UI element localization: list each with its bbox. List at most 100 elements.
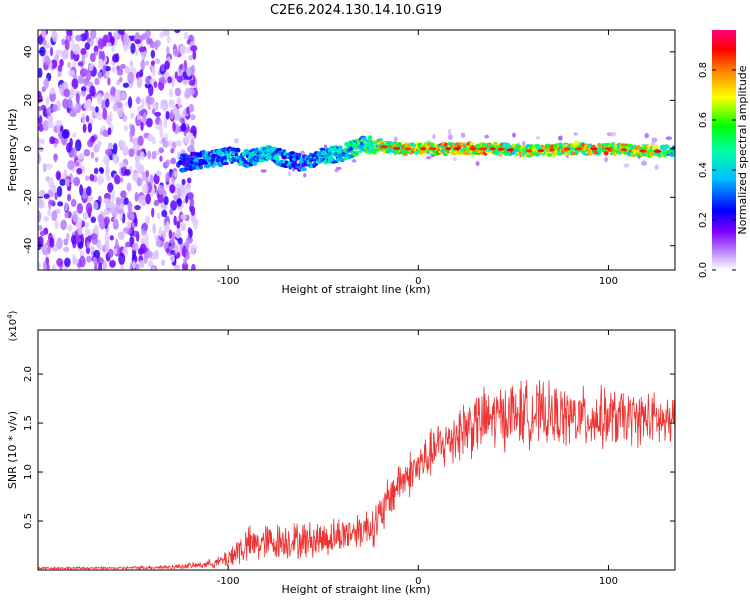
noise-blob [160, 63, 165, 72]
noise-blob [86, 255, 92, 263]
noise-blob [96, 92, 103, 105]
noise-blob [66, 61, 72, 69]
noise-blob [39, 230, 45, 237]
noise-blob [77, 153, 85, 160]
noise-blob [89, 52, 96, 63]
noise-blob [94, 156, 99, 163]
noise-blob [97, 175, 105, 185]
noise-blob [161, 209, 168, 218]
noise-blob [79, 255, 86, 268]
noise-blob [71, 39, 75, 52]
noise-blob [116, 102, 123, 108]
snr-x-ticks: -100 0 100 [217, 330, 618, 587]
noise-blob [159, 155, 163, 162]
ridge-blob [360, 141, 364, 146]
noise-blob [107, 248, 114, 258]
noise-blob [75, 92, 80, 104]
scatter-blob [654, 164, 659, 170]
noise-blob [63, 168, 68, 178]
scatter-blob [641, 160, 648, 166]
noise-blob [158, 226, 163, 238]
colorbar [712, 30, 736, 270]
ridge-peak [392, 146, 401, 151]
noise-blob [63, 88, 70, 98]
noise-blob [138, 46, 146, 53]
noise-blob [64, 211, 69, 219]
noise-blob [184, 135, 190, 144]
noise-blob [123, 33, 130, 46]
scatter-blob [432, 134, 436, 140]
scatter-blob [452, 157, 457, 162]
noise-blob [62, 98, 69, 109]
noise-blob [60, 219, 68, 231]
noise-blob [142, 222, 149, 231]
scatter-blob [234, 138, 239, 144]
noise-blob [96, 257, 104, 266]
noise-blob [119, 76, 123, 83]
noise-blob [94, 262, 98, 270]
noise-blob [76, 168, 83, 175]
noise-blob [80, 48, 87, 56]
ridge-blob [217, 152, 224, 157]
y-tick-label: -20 [23, 189, 34, 205]
noise-blob [67, 69, 76, 78]
noise-blob [47, 119, 54, 129]
noise-blob [179, 44, 187, 56]
noise-blob [85, 70, 92, 81]
noise-blob [43, 216, 50, 222]
ridge-blob [603, 150, 609, 156]
noise-blob [42, 261, 47, 270]
noise-blob [105, 98, 110, 108]
noise-blob [73, 176, 81, 187]
noise-blob [117, 105, 124, 118]
figure-title: C2E6.2024.130.14.10.G19 [270, 3, 442, 18]
noise-blob [154, 234, 159, 241]
noise-blob [67, 224, 73, 232]
noise-blob [163, 117, 168, 129]
noise-blob [110, 216, 115, 223]
ridge-blob [234, 147, 241, 153]
scatter-blob [573, 132, 578, 136]
noise-blob [153, 199, 160, 207]
noise-blob [86, 240, 90, 249]
noise-blob [130, 42, 136, 54]
noise-blob [38, 152, 41, 164]
noise-blob [171, 75, 175, 88]
noise-blob [76, 217, 83, 228]
noise-blob [134, 217, 138, 227]
noise-blob [109, 259, 116, 268]
noise-blob [98, 262, 103, 270]
noise-blob [55, 49, 63, 56]
noise-blob [80, 86, 87, 92]
noise-blob [106, 202, 112, 209]
noise-blob [101, 50, 105, 62]
noise-blob [38, 110, 41, 118]
noise-blob [107, 77, 111, 86]
noise-blob [109, 36, 115, 44]
ridge-peak [497, 147, 505, 151]
ridge-peak [469, 147, 477, 151]
noise-blob [127, 201, 133, 213]
ridge-blob [671, 151, 675, 155]
noise-blob [186, 145, 194, 153]
noise-blob [55, 170, 62, 181]
noise-blob [153, 250, 159, 260]
scatter-blob [521, 141, 526, 147]
noise-blob [66, 232, 70, 241]
noise-blob [61, 129, 69, 139]
noise-blob [162, 30, 170, 37]
ridge-blob [635, 145, 641, 151]
ridge-blob [414, 151, 420, 155]
noise-blob [152, 136, 156, 145]
noise-blob [122, 82, 130, 88]
noise-blob [46, 264, 50, 270]
noise-blob [112, 54, 119, 63]
spectrogram-x-ticks: -100 0 100 [217, 30, 618, 287]
noise-blob [97, 113, 104, 121]
noise-blob [141, 171, 147, 182]
ridge-blob [548, 153, 553, 157]
noise-blob [157, 184, 165, 195]
noise-blob [56, 258, 64, 267]
noise-blob [141, 183, 149, 194]
snr-series-line [38, 379, 675, 570]
